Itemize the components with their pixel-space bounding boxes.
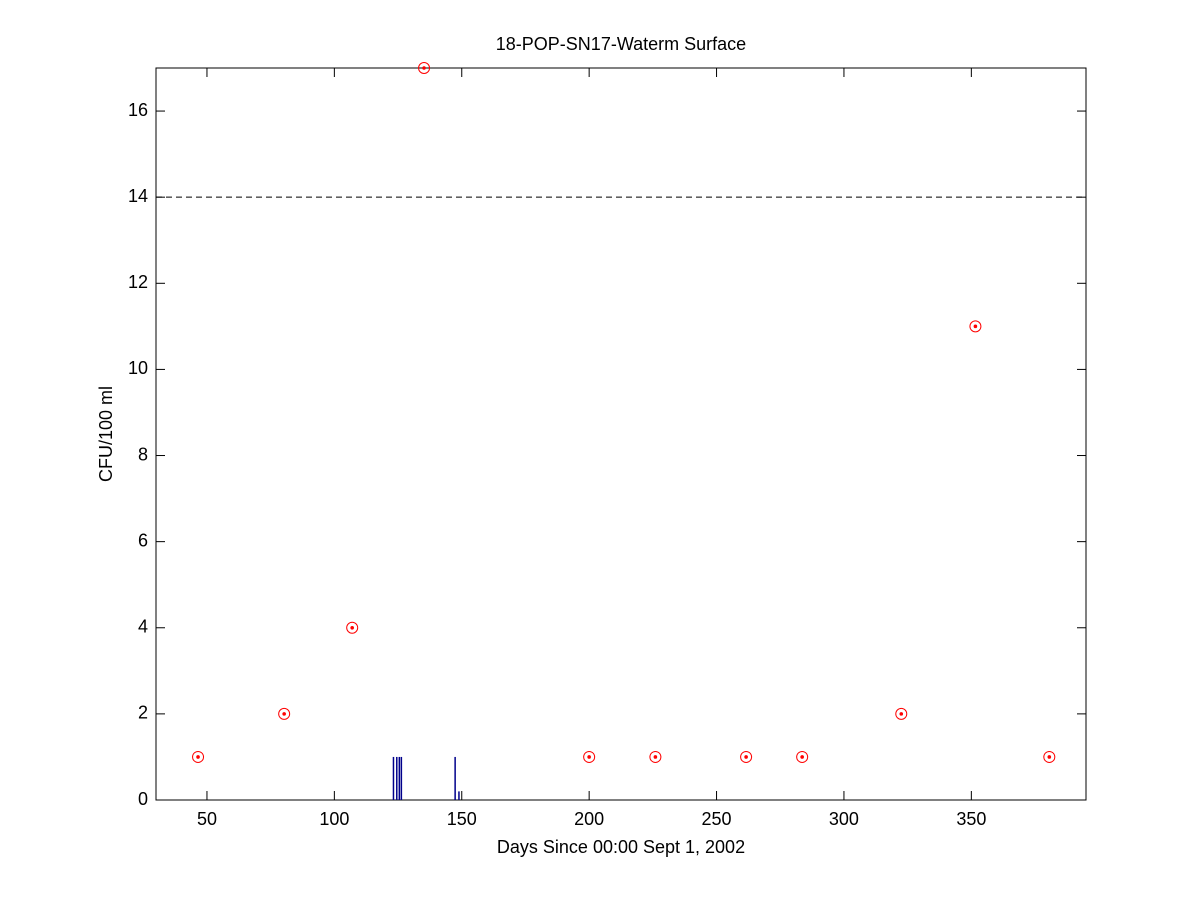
point	[192, 750, 205, 763]
x-tick-label: 150	[447, 809, 477, 829]
y-tick-label: 6	[138, 530, 148, 550]
point	[1043, 750, 1056, 763]
y-tick-label: 10	[128, 358, 148, 378]
point	[278, 707, 291, 720]
point	[969, 320, 982, 333]
point	[796, 750, 809, 763]
x-tick-label: 350	[956, 809, 986, 829]
y-axis-label: CFU/100 ml	[96, 386, 116, 482]
x-tick-label: 100	[319, 809, 349, 829]
x-tick-label: 300	[829, 809, 859, 829]
plot-area	[155, 67, 1087, 801]
point	[583, 750, 596, 763]
x-tick-label: 50	[197, 809, 217, 829]
point	[649, 750, 662, 763]
y-tick-label: 16	[128, 100, 148, 120]
point	[740, 750, 753, 763]
x-tick-label: 250	[702, 809, 732, 829]
x-tick-label: 200	[574, 809, 604, 829]
point	[346, 621, 359, 634]
x-axis-label: Days Since 00:00 Sept 1, 2002	[497, 837, 745, 857]
y-tick-label: 2	[138, 703, 148, 723]
y-tick-label: 4	[138, 617, 148, 637]
chart-title: 18-POP-SN17-Waterm Surface	[496, 34, 746, 54]
y-tick-label: 0	[138, 789, 148, 809]
y-tick-label: 12	[128, 272, 148, 292]
point	[418, 62, 431, 74]
y-tick-label: 14	[128, 186, 148, 206]
point	[895, 707, 908, 720]
y-tick-label: 8	[138, 444, 148, 464]
